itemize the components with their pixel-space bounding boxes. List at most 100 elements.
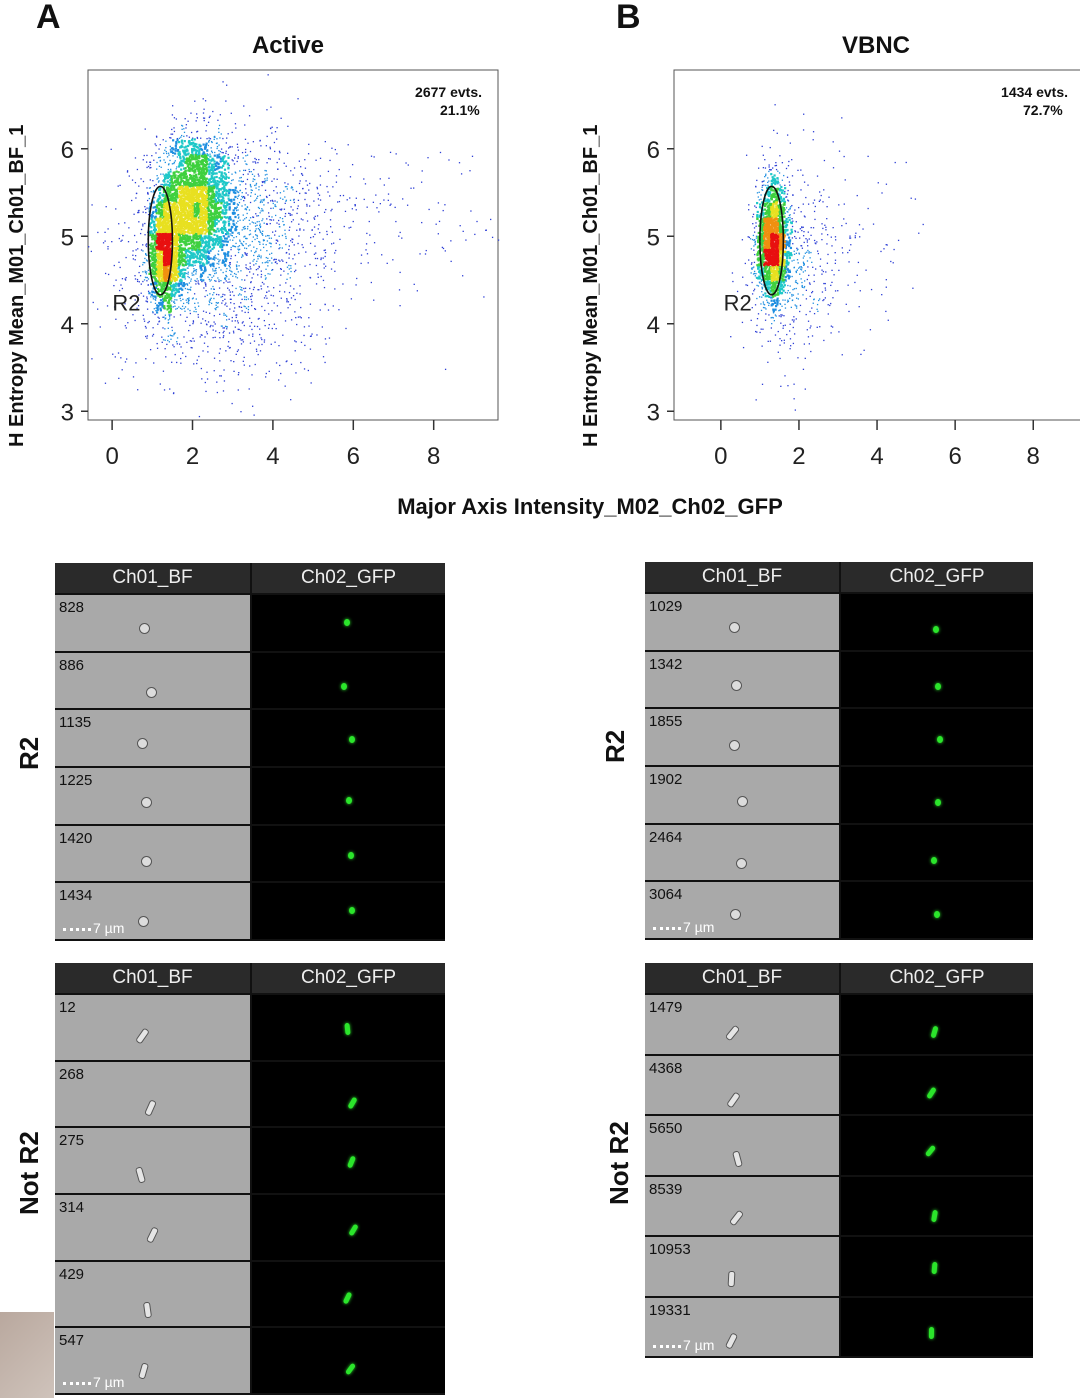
scatter-point [424,253,427,255]
scatter-point [191,167,194,170]
scatter-point [448,159,450,161]
scatter-point [250,281,252,283]
scatter-point [118,377,120,380]
scatter-point [219,157,223,160]
scatter-point [147,193,149,195]
scatter-point [249,223,251,225]
scatter-point [247,142,249,144]
scatter-point [292,219,294,221]
scatter-point [159,222,162,225]
scatter-point [158,220,161,223]
scatter-point [212,329,214,331]
scatter-point [295,372,297,374]
scatter-point [249,287,251,290]
scatter-point [276,127,278,129]
scatter-point [222,156,225,159]
scatter-point [215,222,218,226]
scatter-point [232,330,235,332]
scatter-point [240,343,243,345]
scatter-point [250,298,252,301]
scatter-point [187,247,190,250]
scatter-point [245,247,248,250]
scatter-point [232,209,235,212]
scatter-point [232,219,235,222]
scatter-point [241,243,243,245]
scatter-point [172,306,175,308]
scatter-point [183,135,185,138]
scatter-point [202,112,205,114]
scatter-point [218,149,220,152]
scatter-point [290,187,292,189]
scatter-point [245,207,247,210]
scatter-point [204,219,207,222]
scatter-point [206,256,209,259]
scatter-point [222,81,224,83]
scatter-point [224,181,227,184]
scatter-point [166,201,169,204]
scatter-point [152,201,155,204]
scatter-point [270,243,272,245]
scatter-point [204,158,207,161]
scatter-point [251,221,253,223]
scatter-point [225,326,228,328]
scatter-point [197,169,200,173]
scatter-point [308,189,310,191]
scatter-point [223,168,227,171]
scatter-point [193,177,196,181]
scatter-point [227,197,230,200]
scatter-point [216,227,219,230]
scatter-point [238,180,240,182]
scatter-point [201,180,204,183]
scatter-point [140,178,142,180]
scatter-point [323,249,325,252]
scatter-point [122,234,124,237]
scatter-point [286,152,289,154]
scatter-point [202,156,205,159]
scatter-point [203,146,207,149]
scatter-point [183,199,186,203]
scatter-point [265,235,267,237]
scatter-point [147,321,149,324]
scatter-point [284,186,287,188]
scatter-point [271,327,273,330]
scatter-point [261,281,264,284]
scatter-point [172,283,176,286]
scatter-point [198,155,201,158]
scatter-point [228,181,230,183]
scatter-point [186,341,188,343]
scatter-point [232,239,234,241]
scatter-point [227,345,229,348]
scatter-point [224,278,226,281]
scatter-point [249,271,251,273]
scatter-point [189,205,192,208]
scatter-point [224,314,227,316]
scatter-point [237,149,240,151]
scatter-point [285,199,288,201]
scatter-point [222,235,225,238]
scatter-point [152,220,156,223]
scatter-point [169,145,171,148]
scatter-point [240,302,242,304]
scatter-point [113,306,116,308]
scatter-point [270,207,272,210]
scatter-point [180,179,183,182]
scatter-point [183,272,186,275]
scatter-point [274,131,277,133]
scatter-point [225,315,228,317]
scatter-point [191,148,194,151]
scatter-point [144,222,146,225]
scatter-point [186,256,189,259]
scatter-point [200,367,203,370]
scatter-point [178,255,182,258]
scatter-point [171,288,175,291]
scatter-point [172,105,174,107]
scatter-point [284,212,287,215]
scatter-point [284,182,286,184]
scatter-point [200,214,204,217]
scatter-point [223,215,226,219]
scatter-point [212,165,215,169]
scatter-point [242,255,244,257]
scatter-point [241,298,243,301]
scatter-point [188,217,191,220]
scatter-point [126,358,128,360]
